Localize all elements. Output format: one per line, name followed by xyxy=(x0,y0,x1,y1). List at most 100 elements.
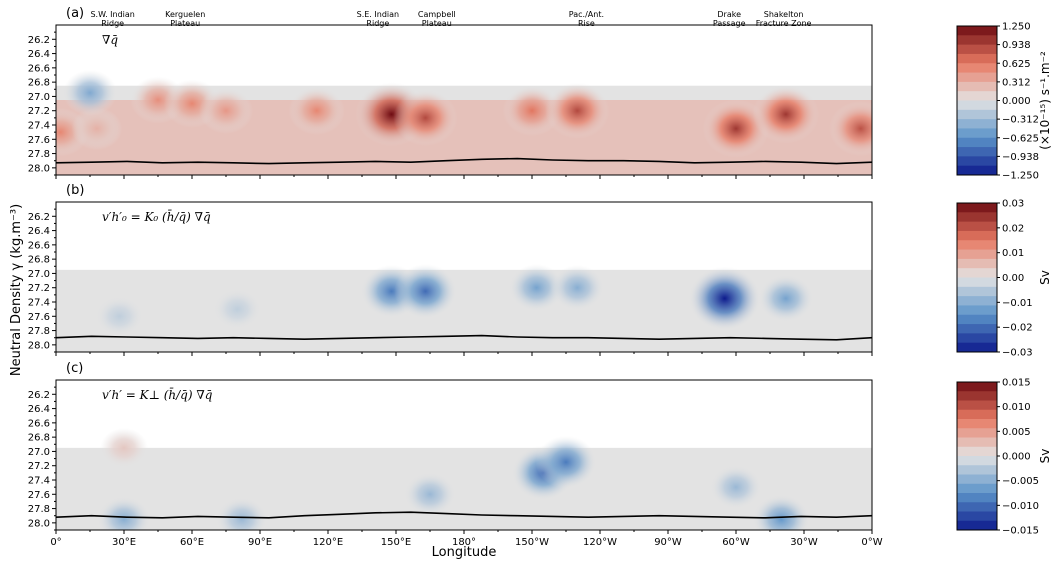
x-tick-label: 90°E xyxy=(248,537,272,548)
colorbar-tick-label: 0.000 xyxy=(1002,452,1031,463)
data-feature xyxy=(100,427,148,468)
ridge-label: Rise xyxy=(578,19,595,28)
y-tick-label: 26.8 xyxy=(28,255,50,266)
colorbar-tick-label: 0.03 xyxy=(1002,199,1024,210)
ridge-label: Kerguelen xyxy=(165,10,205,19)
seafloor-line xyxy=(56,157,872,165)
data-feature xyxy=(62,69,118,116)
colorbar-segment xyxy=(957,240,997,251)
x-tick-label: 60°W xyxy=(722,537,750,548)
colorbar-segment xyxy=(957,137,997,148)
data-feature xyxy=(710,465,762,509)
colorbar-segment xyxy=(957,212,997,223)
colorbar-tick-label: −0.312 xyxy=(1002,115,1039,126)
y-tick-label: 27.0 xyxy=(28,447,50,458)
ridge-label: Plateau xyxy=(170,19,200,28)
colorbar-segment xyxy=(957,333,997,344)
colorbar-segment xyxy=(957,428,997,438)
colorbar-segment xyxy=(957,520,997,531)
colorbar-segment xyxy=(957,277,997,288)
colorbar-segment xyxy=(957,258,997,269)
data-feature xyxy=(702,99,770,158)
y-tick-label: 26.6 xyxy=(28,240,50,251)
panel-label: (c) xyxy=(66,361,83,376)
colorbar-segment xyxy=(957,409,997,420)
colorbar-segment xyxy=(957,391,997,401)
colorbar-tick-label: −0.938 xyxy=(1002,152,1039,163)
colorbar: 0.015 0.010 0.005 0.000 −0.005 −0.010 −0.015 Sv xyxy=(956,378,1052,537)
y-axis-title: Neutral Density γ (kg.m⁻³) xyxy=(9,204,24,376)
x-tick-label: 90°W xyxy=(654,537,682,548)
y-tick-label: 26.2 xyxy=(28,212,50,223)
colorbar-segment xyxy=(957,203,997,213)
y-tick-label: 27.0 xyxy=(28,269,50,280)
colorbar-segment xyxy=(957,119,997,129)
data-feature xyxy=(545,82,610,139)
data-feature xyxy=(394,263,457,319)
ridge-label: Ridge xyxy=(366,19,389,28)
colorbar-segment xyxy=(957,44,997,55)
colorbar-segment xyxy=(957,502,997,512)
colorbar-segment xyxy=(957,100,997,111)
colorbar-segment xyxy=(957,165,997,176)
colorbar-tick-label: 0.00 xyxy=(1002,273,1024,284)
x-tick-label: 180° xyxy=(452,537,476,548)
colorbar-segment xyxy=(957,81,997,92)
colorbar-segment xyxy=(957,419,997,429)
data-feature xyxy=(752,494,810,530)
colorbar-tick-label: 0.015 xyxy=(1002,378,1031,389)
data-feature xyxy=(393,89,458,146)
colorbar-segment xyxy=(957,437,997,448)
colorbar-segment xyxy=(957,35,997,46)
x-tick-label: 150°W xyxy=(515,537,549,548)
y-tick-label: 27.4 xyxy=(28,298,50,309)
y-tick-label: 26.8 xyxy=(28,433,50,444)
x-tick-label: 0°W xyxy=(861,537,882,548)
y-tick-label: 26.2 xyxy=(28,35,50,46)
colorbar-tick-label: −1.250 xyxy=(1002,171,1039,182)
colorbar-tick-label: 0.005 xyxy=(1002,427,1031,438)
y-tick-label: 28.0 xyxy=(28,518,50,529)
x-tick-label: 120°W xyxy=(583,537,617,548)
x-tick-label: 0° xyxy=(50,537,61,548)
data-feature xyxy=(752,85,820,144)
x-tick-label: 30°E xyxy=(112,537,136,548)
x-tick-label: 120°E xyxy=(313,537,343,548)
colorbar: 0.03 0.02 0.01 0.00 −0.01 −0.02 −0.03 Sv xyxy=(956,199,1052,359)
data-field xyxy=(56,69,872,175)
colorbar-segment xyxy=(957,296,997,306)
y-tick-label: 27.6 xyxy=(28,490,50,501)
colorbar-tick-label: −0.01 xyxy=(1002,298,1033,309)
colorbar-tick-label: −0.625 xyxy=(1002,133,1039,144)
data-feature xyxy=(502,85,562,136)
panel-label: (b) xyxy=(66,183,84,198)
y-tick-label: 27.2 xyxy=(28,283,50,294)
data-feature xyxy=(535,435,597,489)
colorbar-tick-label: 0.625 xyxy=(1002,59,1031,70)
panel-0: 26.2 26.4 26.6 26.8 27.0 27.2 27.4 27.6 27.8 28.0… xyxy=(28,6,1052,182)
data-feature xyxy=(213,289,262,330)
y-tick-label: 27.4 xyxy=(28,121,50,132)
colorbar-segment xyxy=(957,314,997,325)
colorbar-tick-label: 0.312 xyxy=(1002,77,1031,88)
ridge-label: Plateau xyxy=(422,19,452,28)
colorbar-segment xyxy=(957,474,997,485)
y-tick-label: 26.4 xyxy=(28,404,50,415)
y-tick-label: 27.4 xyxy=(28,476,50,487)
colorbar-segment xyxy=(957,109,997,120)
x-tick-label: 150°E xyxy=(381,537,411,548)
data-feature xyxy=(95,296,144,337)
seafloor-line xyxy=(56,334,872,341)
colorbar-tick-label: −0.015 xyxy=(1002,526,1039,537)
data-feature xyxy=(758,274,814,323)
data-feature xyxy=(404,472,456,517)
ridge-label: S.W. Indian xyxy=(90,10,134,19)
colorbar-tick-label: 0.01 xyxy=(1002,248,1024,259)
y-tick-label: 28.0 xyxy=(28,340,50,351)
colorbar-segment xyxy=(957,26,997,36)
panel-label: (a) xyxy=(66,6,84,21)
colorbar-segment xyxy=(957,456,997,466)
y-tick-label: 26.4 xyxy=(28,49,50,60)
panel-formula: v′h′ = K⊥ (h̄/q̄) ∇q̄ xyxy=(102,386,213,402)
